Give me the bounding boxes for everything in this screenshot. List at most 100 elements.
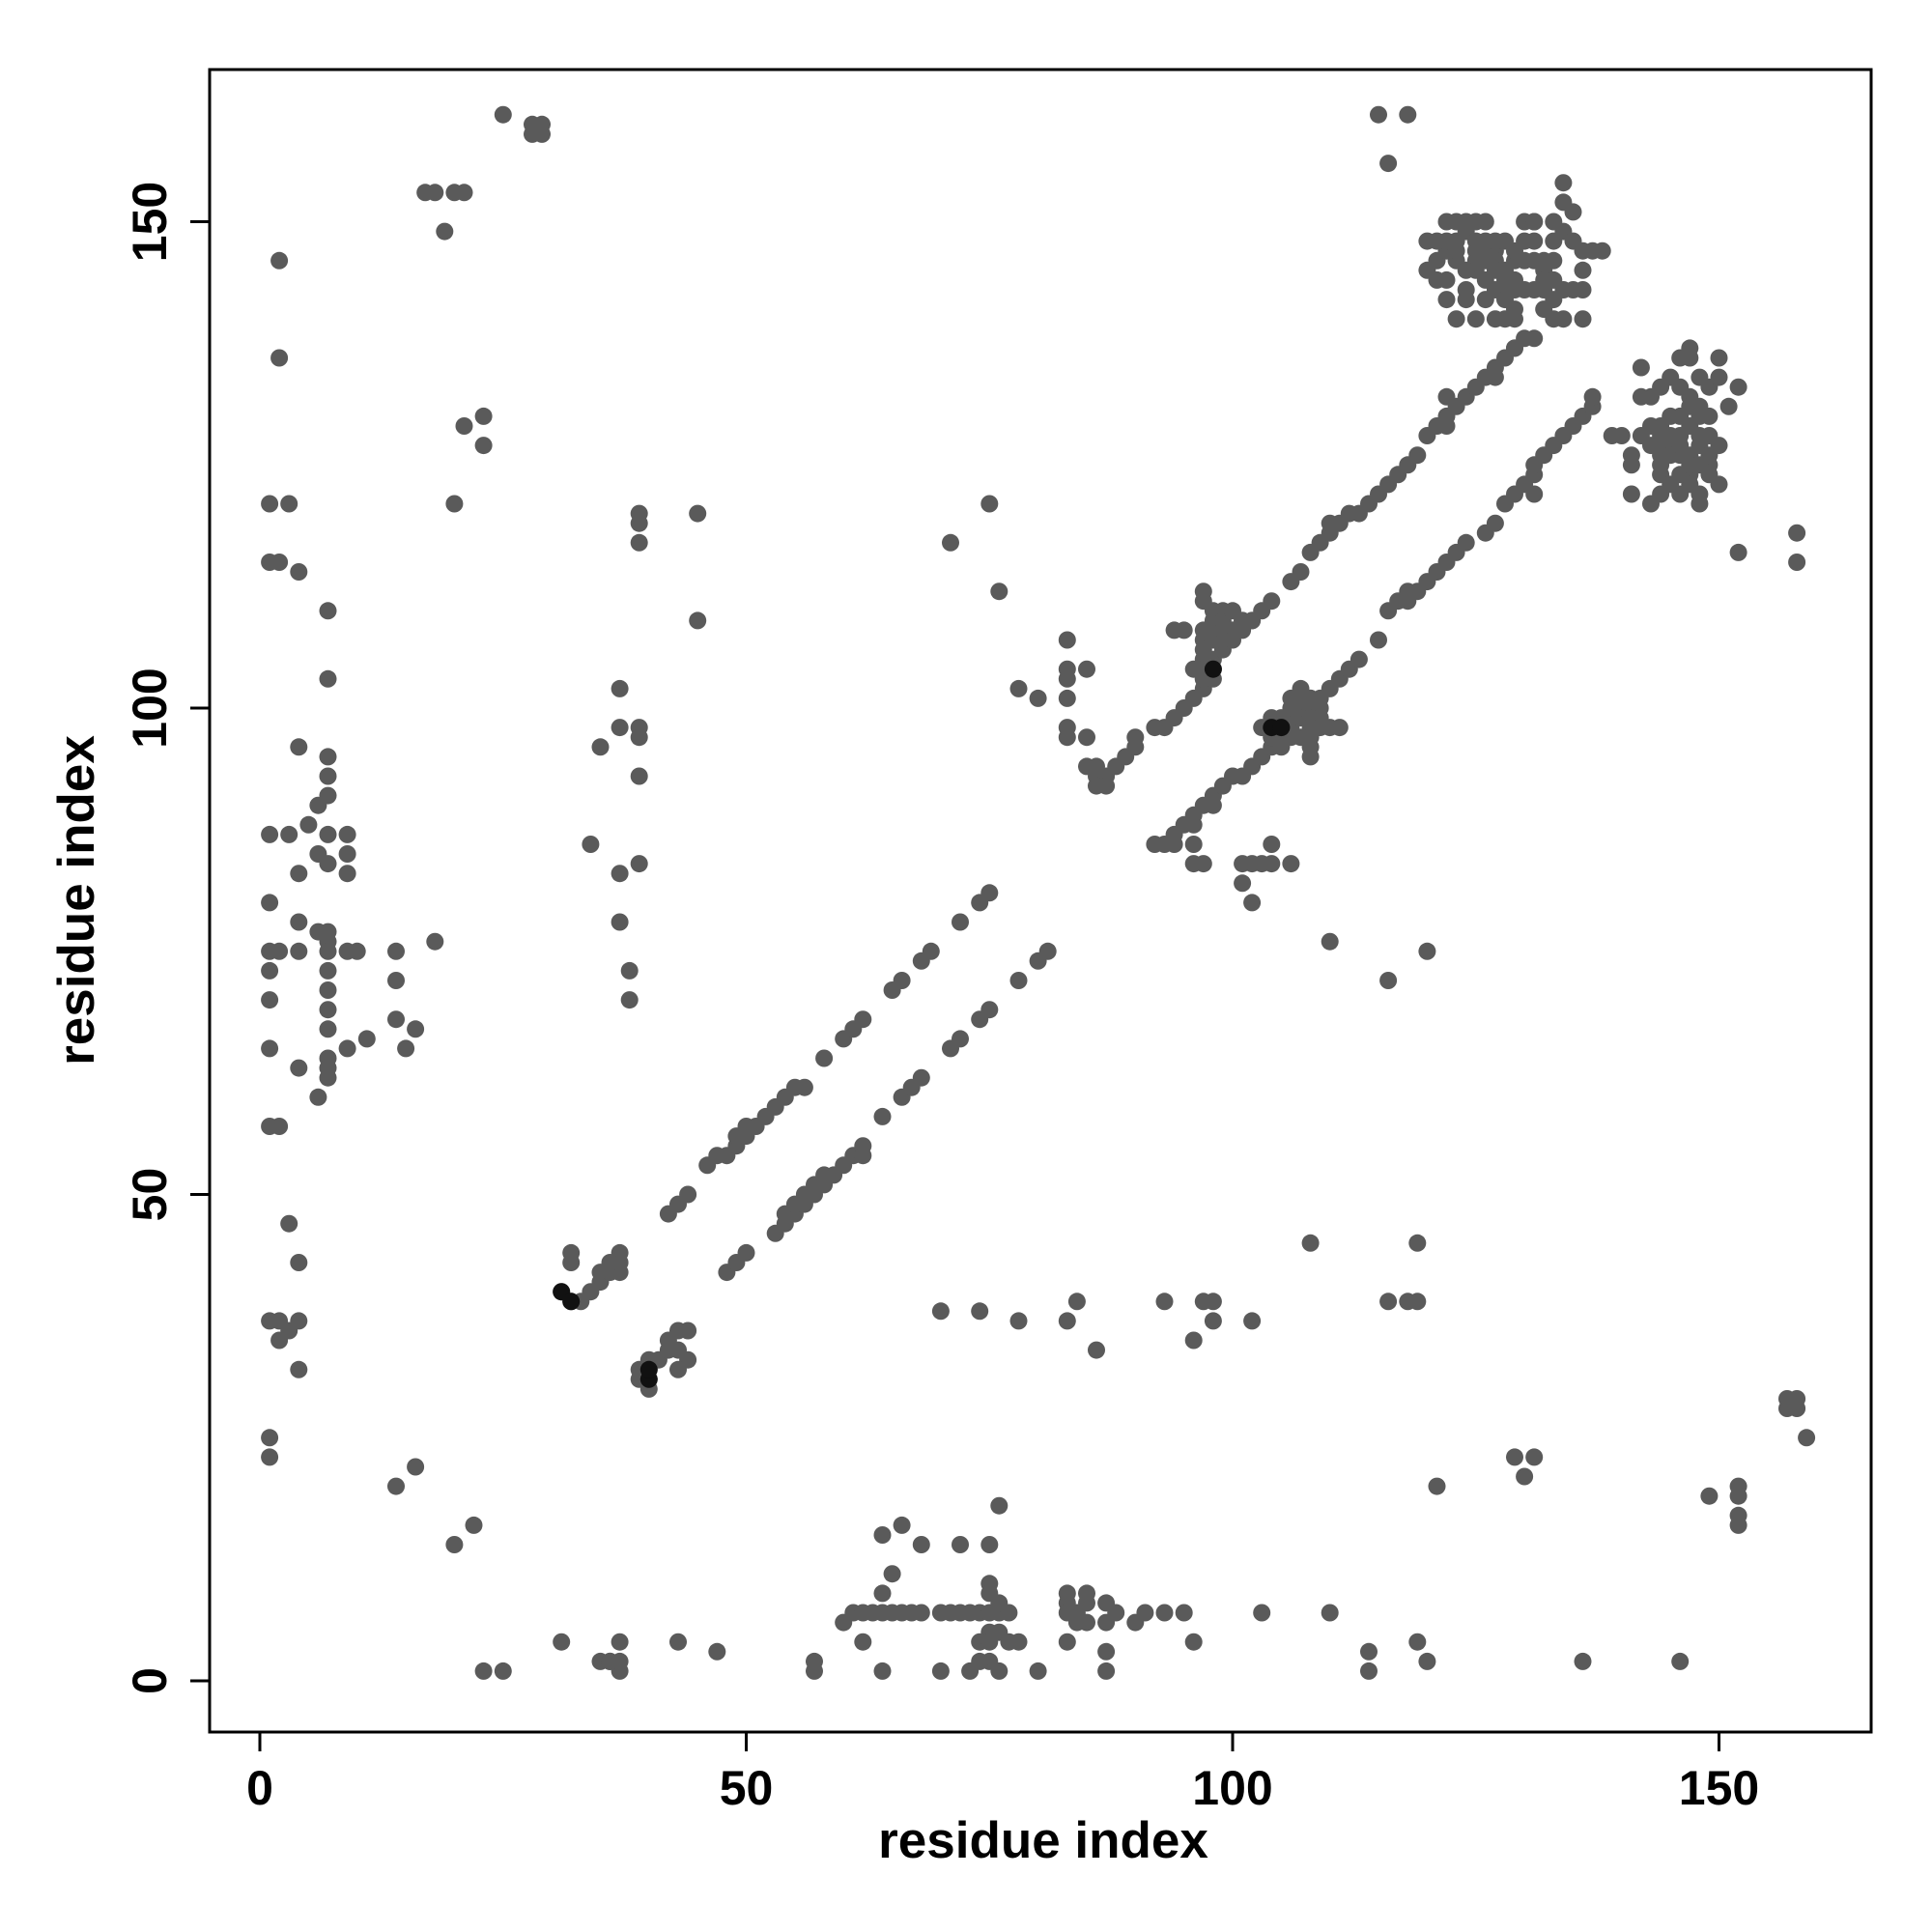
data-point bbox=[319, 1068, 337, 1087]
data-point bbox=[1058, 728, 1076, 747]
data-point bbox=[1009, 972, 1028, 989]
data-point bbox=[1136, 1604, 1154, 1622]
data-point bbox=[553, 1633, 571, 1651]
data-point bbox=[854, 1147, 872, 1165]
data-point bbox=[1525, 485, 1544, 503]
data-point bbox=[620, 991, 639, 1009]
data-point bbox=[961, 1662, 980, 1680]
data-point bbox=[1204, 1293, 1222, 1311]
data-point bbox=[1370, 631, 1387, 649]
data-point bbox=[854, 1010, 872, 1029]
data-point bbox=[679, 1185, 697, 1204]
x-tick-label: 0 bbox=[246, 1761, 273, 1815]
data-point bbox=[1457, 291, 1475, 309]
data-point bbox=[1360, 1642, 1378, 1661]
data-point bbox=[1234, 874, 1252, 893]
data-point bbox=[1379, 1293, 1398, 1311]
data-point bbox=[319, 981, 337, 999]
data-point bbox=[338, 865, 356, 883]
data-point bbox=[387, 972, 405, 989]
x-tick-label: 150 bbox=[1679, 1761, 1759, 1815]
data-point bbox=[912, 1604, 930, 1622]
data-point bbox=[1263, 855, 1281, 873]
data-point bbox=[319, 855, 337, 873]
data-point bbox=[1058, 669, 1076, 688]
data-point bbox=[1622, 485, 1640, 503]
data-point bbox=[1632, 358, 1650, 377]
data-point bbox=[1525, 232, 1544, 250]
data-point bbox=[1700, 1487, 1719, 1505]
data-point bbox=[319, 825, 337, 843]
x-tick-label: 50 bbox=[720, 1761, 774, 1815]
x-tick-label: 100 bbox=[1192, 1761, 1272, 1815]
data-point bbox=[1700, 427, 1719, 444]
data-point bbox=[980, 1001, 999, 1019]
data-point bbox=[1418, 1652, 1436, 1670]
data-point bbox=[348, 942, 366, 960]
data-point bbox=[1175, 621, 1193, 639]
data-point bbox=[445, 1536, 464, 1553]
data-point bbox=[942, 533, 959, 552]
data-point bbox=[1593, 242, 1611, 260]
data-point bbox=[445, 495, 464, 513]
data-point bbox=[669, 1633, 687, 1651]
data-point bbox=[1058, 1633, 1076, 1651]
data-point bbox=[582, 836, 600, 853]
data-point bbox=[1545, 291, 1563, 309]
data-point bbox=[338, 825, 356, 843]
y-tick-label: 150 bbox=[123, 182, 177, 262]
data-point bbox=[708, 1642, 726, 1661]
data-point bbox=[1097, 1662, 1116, 1680]
data-point bbox=[971, 1302, 989, 1321]
data-point bbox=[1408, 1293, 1427, 1311]
data-point bbox=[1798, 1429, 1816, 1447]
data-point bbox=[1058, 689, 1076, 707]
data-point bbox=[1583, 387, 1602, 406]
data-point bbox=[1428, 232, 1446, 250]
data-point bbox=[1360, 1662, 1378, 1680]
data-point bbox=[1729, 378, 1747, 396]
data-point bbox=[873, 1526, 892, 1544]
data-point bbox=[1379, 972, 1398, 989]
data-point bbox=[1700, 466, 1719, 484]
data-point bbox=[280, 495, 298, 513]
data-point bbox=[679, 1321, 697, 1340]
data-point bbox=[1263, 592, 1281, 611]
data-point bbox=[270, 1118, 289, 1135]
data-point bbox=[1476, 270, 1494, 289]
data-point-dense bbox=[639, 1360, 658, 1378]
data-point bbox=[1564, 203, 1582, 221]
data-point bbox=[270, 1331, 289, 1350]
data-point bbox=[601, 1254, 619, 1271]
y-tick-label: 0 bbox=[123, 1667, 177, 1694]
data-point bbox=[1370, 105, 1387, 124]
y-tick-label: 100 bbox=[123, 668, 177, 748]
data-point bbox=[1632, 427, 1650, 444]
data-point bbox=[1088, 1341, 1105, 1359]
data-point bbox=[1263, 836, 1281, 853]
data-point bbox=[290, 1059, 308, 1077]
data-point bbox=[815, 1049, 834, 1067]
data-point bbox=[1496, 232, 1514, 250]
data-point bbox=[1253, 1604, 1271, 1622]
data-point bbox=[319, 961, 337, 980]
data-point bbox=[1088, 777, 1105, 795]
data-point bbox=[990, 1594, 1009, 1612]
data-point bbox=[1155, 1604, 1174, 1622]
data-point bbox=[620, 961, 639, 980]
data-point bbox=[1710, 349, 1728, 367]
data-point bbox=[931, 1302, 950, 1321]
data-point bbox=[338, 845, 356, 863]
data-point bbox=[893, 972, 911, 989]
data-point bbox=[309, 1088, 327, 1106]
data-point bbox=[1700, 407, 1719, 425]
data-point bbox=[669, 1360, 687, 1378]
data-point bbox=[474, 437, 493, 455]
data-point bbox=[1078, 1594, 1095, 1612]
data-point bbox=[1545, 251, 1563, 270]
data-point bbox=[270, 349, 289, 367]
data-point bbox=[689, 611, 707, 630]
data-point bbox=[1301, 1234, 1320, 1252]
data-point bbox=[261, 1448, 279, 1466]
data-point bbox=[630, 767, 648, 785]
